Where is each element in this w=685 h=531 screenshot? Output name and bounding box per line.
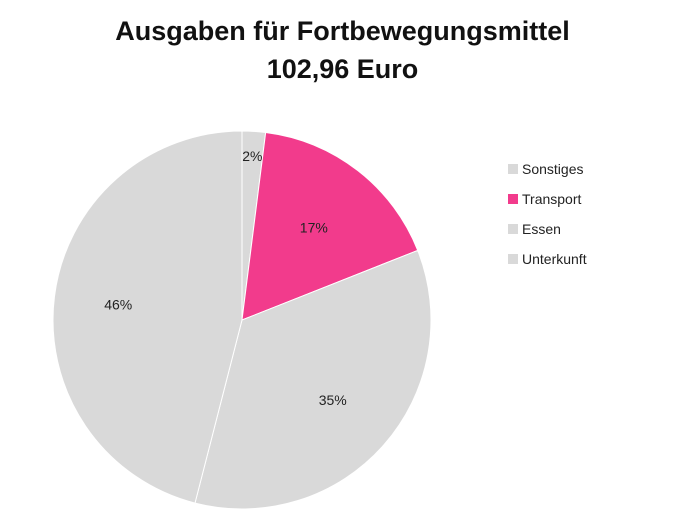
legend-swatch [508, 194, 518, 204]
data-label-unterkunft: 46% [104, 296, 132, 312]
legend-swatch [508, 254, 518, 264]
legend-item-transport: Transport [508, 184, 587, 214]
legend-swatch [508, 224, 518, 234]
chart-title: Ausgaben für Fortbewegungsmittel [115, 16, 570, 46]
pie-slice-essen [194, 249, 432, 510]
legend-label: Sonstiges [522, 161, 584, 177]
data-label-transport: 17% [300, 219, 328, 235]
legend-item-essen: Essen [508, 214, 587, 244]
data-label-sonstiges: 2% [242, 148, 262, 164]
chart-subtitle: 102,96 Euro [266, 54, 419, 84]
legend-label: Essen [522, 221, 561, 237]
legend: Sonstiges Transport Essen Unterkunft [508, 154, 587, 274]
legend-item-sonstiges: Sonstiges [508, 154, 587, 184]
legend-item-unterkunft: Unterkunft [508, 244, 587, 274]
pie-slice-unterkunft [52, 130, 243, 504]
pie-slice-transport [241, 131, 419, 321]
legend-swatch [508, 164, 518, 174]
chart-title-block: Ausgaben für Fortbewegungsmittel 102,96 … [0, 12, 685, 88]
data-label-essen: 35% [319, 392, 347, 408]
legend-label: Transport [522, 191, 582, 207]
legend-label: Unterkunft [522, 251, 587, 267]
